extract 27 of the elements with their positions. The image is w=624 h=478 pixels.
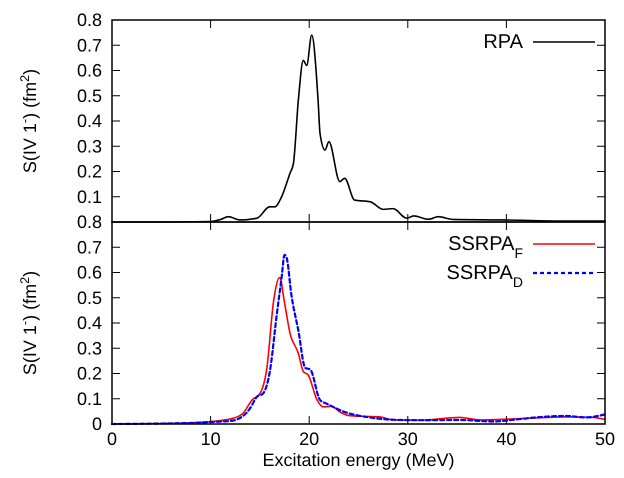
x-tick-label: 40 [496, 429, 516, 449]
y-tick-label: 0.1 [76, 186, 102, 207]
legend-label: SSRPA$_{D}$ [446, 262, 523, 290]
y-tick-label: 0.1 [76, 388, 102, 409]
y-tick-label: 0.8 [76, 212, 102, 232]
y-tick-label: 0.2 [76, 162, 102, 182]
y-tick-label: 0.7 [76, 237, 102, 258]
x-tick-label: 10 [200, 429, 221, 449]
y-tick-label: 0.5 [76, 288, 102, 308]
y-tick-label: 0 [92, 414, 102, 434]
y-tick-label: 0.5 [76, 86, 102, 106]
x-tick-label: 50 [594, 429, 616, 449]
x-tick-label: 20 [299, 429, 320, 449]
y-tick-label: 0.6 [76, 60, 102, 80]
x-axis-title: Excitation energy (MeV) [262, 450, 455, 470]
x-tick-label: 30 [398, 429, 418, 449]
y-tick-label: 0.8 [76, 10, 102, 30]
y-tick-label: 0.7 [76, 35, 102, 56]
legend-label: RPA [483, 31, 524, 53]
y-tick-label: 0.4 [76, 313, 102, 333]
y-tick-label: 0.4 [76, 111, 102, 131]
y-tick-label: 0.6 [76, 262, 102, 282]
y-tick-label: 0.2 [76, 364, 102, 384]
x-tick-label: 0 [106, 429, 118, 449]
y-tick-label: 0.3 [76, 338, 102, 358]
legend-label: SSRPA$_{F}$ [448, 233, 523, 261]
y-tick-label: 0.3 [76, 136, 102, 156]
